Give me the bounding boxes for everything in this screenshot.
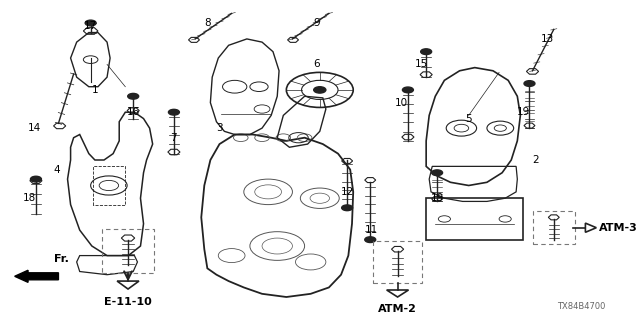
Text: 12: 12 xyxy=(340,187,354,197)
Text: 14: 14 xyxy=(28,123,41,133)
Text: 15: 15 xyxy=(415,60,429,69)
Text: 4: 4 xyxy=(53,164,60,174)
Text: ATM-3: ATM-3 xyxy=(599,223,637,233)
Text: Fr.: Fr. xyxy=(54,254,69,264)
Text: 10: 10 xyxy=(396,98,408,108)
Text: ATM-2: ATM-2 xyxy=(378,304,417,314)
Text: 3: 3 xyxy=(216,123,223,133)
Text: 18: 18 xyxy=(23,193,36,203)
Text: E-11-10: E-11-10 xyxy=(104,297,152,307)
Circle shape xyxy=(314,87,326,93)
Text: 6: 6 xyxy=(314,60,320,69)
Text: 19: 19 xyxy=(516,107,530,117)
Circle shape xyxy=(420,49,431,54)
Text: 5: 5 xyxy=(465,114,472,124)
Circle shape xyxy=(31,176,42,182)
Circle shape xyxy=(403,87,413,93)
Text: 17: 17 xyxy=(84,21,97,31)
Circle shape xyxy=(524,81,535,86)
Text: 16: 16 xyxy=(127,107,140,117)
Circle shape xyxy=(128,93,139,99)
Text: 11: 11 xyxy=(365,225,378,235)
FancyArrow shape xyxy=(15,270,58,282)
Text: 9: 9 xyxy=(314,18,320,28)
Text: 8: 8 xyxy=(204,18,211,28)
Text: 19: 19 xyxy=(431,193,444,203)
Text: TX84B4700: TX84B4700 xyxy=(557,302,605,311)
Text: 7: 7 xyxy=(171,133,177,143)
Circle shape xyxy=(85,20,96,26)
Circle shape xyxy=(342,205,353,211)
Circle shape xyxy=(168,109,179,115)
Text: 13: 13 xyxy=(541,34,554,44)
Circle shape xyxy=(365,237,376,243)
Text: 2: 2 xyxy=(532,155,539,165)
Text: 1: 1 xyxy=(92,85,98,95)
Circle shape xyxy=(431,170,443,176)
